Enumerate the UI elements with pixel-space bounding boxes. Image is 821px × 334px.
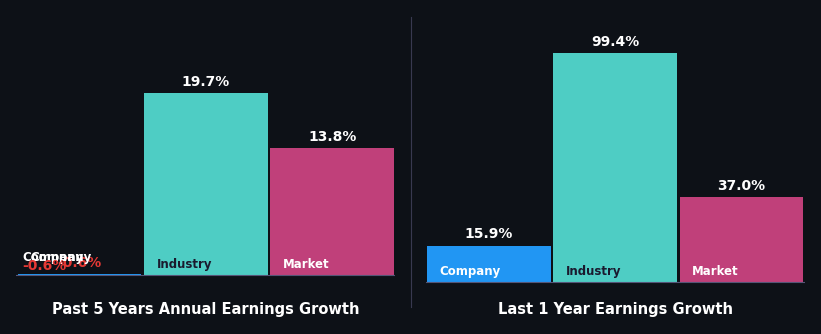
X-axis label: Last 1 Year Earnings Growth: Last 1 Year Earnings Growth [498, 302, 732, 317]
Bar [144, 94, 268, 276]
Text: Company: Company [30, 252, 91, 264]
Text: Company: Company [23, 252, 84, 264]
Text: 19.7%: 19.7% [181, 75, 230, 89]
Text: Industry: Industry [157, 258, 212, 271]
Text: Market: Market [692, 265, 739, 278]
Text: 99.4%: 99.4% [591, 35, 640, 48]
Text: -0.6%: -0.6% [23, 259, 67, 273]
Bar [680, 197, 803, 282]
Bar [553, 53, 677, 282]
Bar [18, 274, 141, 276]
Text: 15.9%: 15.9% [465, 227, 513, 241]
Text: Industry: Industry [566, 265, 621, 278]
Bar [427, 245, 551, 282]
X-axis label: Past 5 Years Annual Earnings Growth: Past 5 Years Annual Earnings Growth [52, 302, 360, 317]
Text: Company: Company [439, 265, 501, 278]
Text: -0.6%: -0.6% [57, 256, 102, 270]
Text: 37.0%: 37.0% [718, 179, 765, 193]
Bar [270, 148, 394, 276]
Text: 13.8%: 13.8% [308, 130, 356, 144]
Text: Market: Market [282, 258, 329, 271]
